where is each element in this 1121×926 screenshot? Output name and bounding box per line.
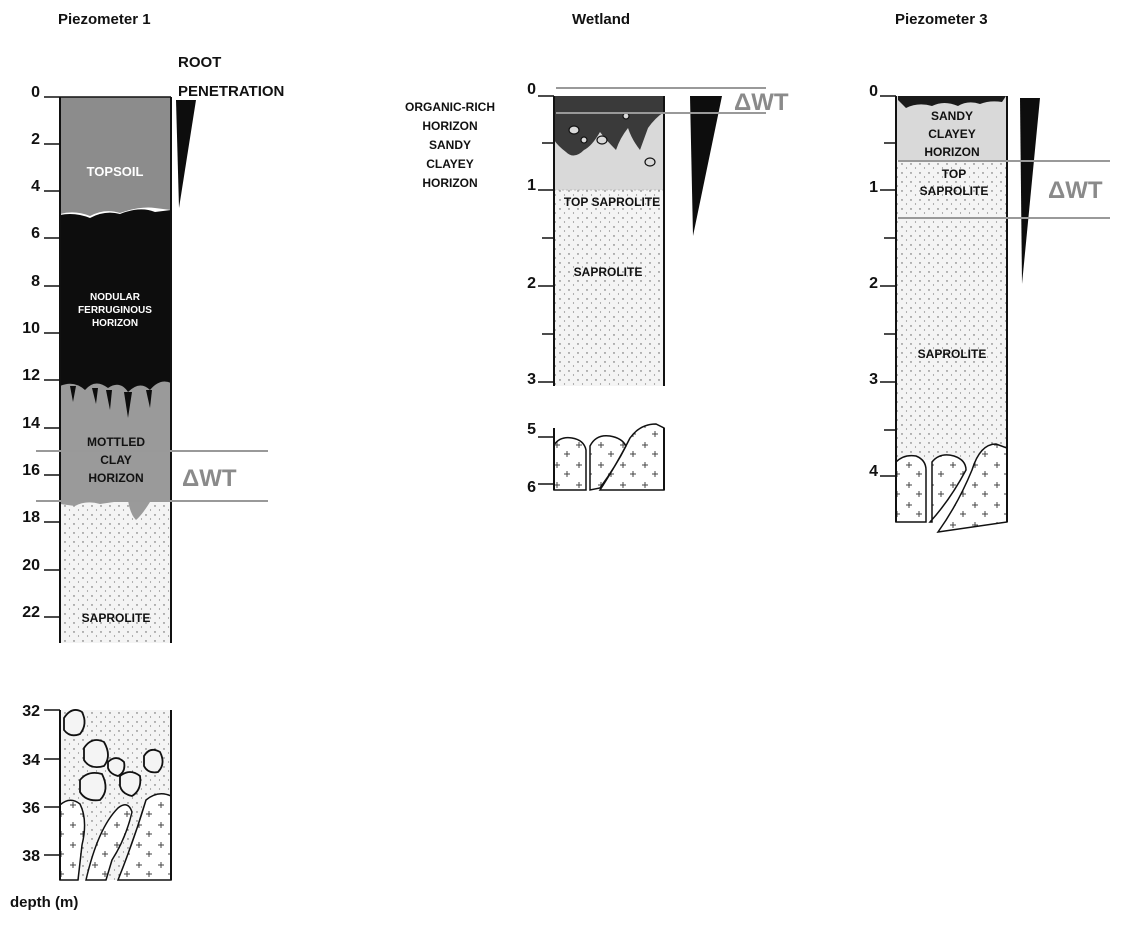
wetland-top-saprolite-label: TOP SAPROLITE [564, 195, 660, 209]
p1-water-table-band: ΔWT [36, 450, 268, 502]
wetland-lower-column [553, 423, 665, 491]
p1-saprolite-layer [60, 498, 171, 643]
p3-tick-label: 2 [869, 275, 878, 292]
p3-tick-label: 3 [869, 371, 878, 388]
p3-top-saprolite-label-1: TOP [942, 167, 966, 181]
wetland-saprolite-label: SAPROLITE [574, 265, 643, 279]
p1-topsoil-layer [60, 97, 171, 216]
wetland-side-labels: ORGANIC-RICH HORIZON SANDY CLAYEY HORIZO… [405, 100, 495, 190]
p3-sandy-label-1: SANDY [931, 109, 973, 123]
wetland-organic-label-1: ORGANIC-RICH [405, 100, 495, 114]
wetland-organic-label-2: HORIZON [422, 119, 477, 133]
p3-tick-label: 0 [869, 83, 878, 100]
p3-delta-wt-label: ΔWT [1048, 177, 1103, 204]
p3-organic-thin-layer [898, 96, 1006, 108]
p1-tick-label: 2 [31, 131, 40, 148]
p1-nodular-label-3: HORIZON [92, 318, 138, 329]
wetland-sandy-label-3: HORIZON [422, 176, 477, 190]
p3-sandy-label-2: CLAYEY [928, 127, 976, 141]
p1-nodular-layer [60, 209, 171, 392]
p1-tick-label: 38 [22, 848, 40, 865]
p1-tick-label: 36 [22, 800, 40, 817]
p1-tick-label: 16 [22, 462, 40, 479]
wetland-bedrock [553, 423, 665, 491]
p1-mottled-label-1: MOTTLED [87, 435, 145, 449]
wetland-tick-label: 5 [527, 421, 536, 438]
p1-depth-axis-upper: 0 2 4 6 8 10 12 14 16 18 20 22 [22, 84, 60, 621]
wetland-tick-label: 1 [527, 177, 536, 194]
title-piezometer-1: Piezometer 1 [58, 11, 151, 28]
p3-root-penetration-wedge [1020, 98, 1040, 284]
p1-topsoil-label: TOPSOIL [87, 164, 144, 179]
wetland-sandy-label-1: SANDY [429, 138, 471, 152]
p1-root-penetration-wedge [176, 100, 196, 208]
wetland-sandy-label-2: CLAYEY [426, 157, 474, 171]
p3-depth-axis: 0 1 2 3 4 [869, 83, 896, 480]
p1-tick-label: 32 [22, 703, 40, 720]
root-penetration-label-1: ROOT [178, 54, 221, 71]
p1-mottled-label-3: HORIZON [88, 471, 143, 485]
p1-tick-label: 6 [31, 225, 40, 242]
p1-tick-label: 22 [22, 604, 40, 621]
p1-saprolite-label: SAPROLITE [82, 611, 151, 625]
wetland-tick-label: 0 [527, 81, 536, 98]
title-piezometer-3: Piezometer 3 [895, 11, 988, 28]
p1-tick-label: 14 [22, 415, 40, 432]
wetland-delta-wt-label: ΔWT [734, 89, 789, 116]
wetland-water-table-band: ΔWT [556, 87, 789, 116]
depth-axis-label: depth (m) [10, 894, 78, 911]
p3-tick-label: 4 [869, 463, 878, 480]
p3-top-saprolite-label-2: SAPROLITE [920, 184, 989, 198]
p1-tick-label: 10 [22, 320, 40, 337]
p1-mottled-label-2: CLAY [100, 453, 132, 467]
p3-water-table-band: ΔWT [898, 160, 1110, 219]
p3-bedrock [895, 443, 1008, 533]
wetland-root-penetration-wedge [690, 96, 722, 236]
p1-tick-label: 34 [22, 752, 40, 769]
p3-tick-label: 1 [869, 179, 878, 196]
p1-tick-label: 18 [22, 509, 40, 526]
title-wetland: Wetland [572, 11, 630, 28]
p1-nodular-label-1: NODULAR [90, 292, 141, 303]
p1-tick-label: 8 [31, 273, 40, 290]
wetland-tick-label: 2 [527, 275, 536, 292]
p3-top-saprolite-layer [896, 160, 1007, 218]
p1-tick-label: 12 [22, 367, 40, 384]
wetland-depth-axis-upper: 0 1 2 3 [527, 81, 554, 388]
piezometer-3-column: SANDY CLAYEY HORIZON TOP SAPROLITE SAPRO… [895, 96, 1008, 533]
p1-tick-label: 4 [31, 178, 40, 195]
p1-nodular-label-2: FERRUGINOUS [78, 305, 152, 316]
p1-tick-label: 20 [22, 557, 40, 574]
p1-delta-wt-label: ΔWT [182, 465, 237, 492]
wetland-saprolite-layer [554, 190, 664, 386]
wetland-tick-label: 6 [527, 479, 536, 496]
p1-tick-label: 0 [31, 84, 40, 101]
p1-depth-axis-lower: 32 34 36 38 [22, 703, 60, 865]
wetland-column: TOP SAPROLITE SAPROLITE [553, 96, 665, 386]
wetland-tick-label: 3 [527, 371, 536, 388]
wetland-depth-axis-lower: 5 6 [527, 421, 554, 496]
p3-saprolite-label: SAPROLITE [918, 347, 987, 361]
p1-bedrock-lower [59, 793, 172, 881]
root-penetration-label-2: PENETRATION [178, 83, 284, 100]
p3-sandy-clayey-layer [896, 96, 1007, 160]
p1-lower-column [59, 709, 172, 881]
piezometer-1-column: TOPSOIL NODULAR FERRUGINOUS HORIZON MOTT… [59, 96, 172, 643]
p3-sandy-label-3: HORIZON [924, 145, 979, 159]
